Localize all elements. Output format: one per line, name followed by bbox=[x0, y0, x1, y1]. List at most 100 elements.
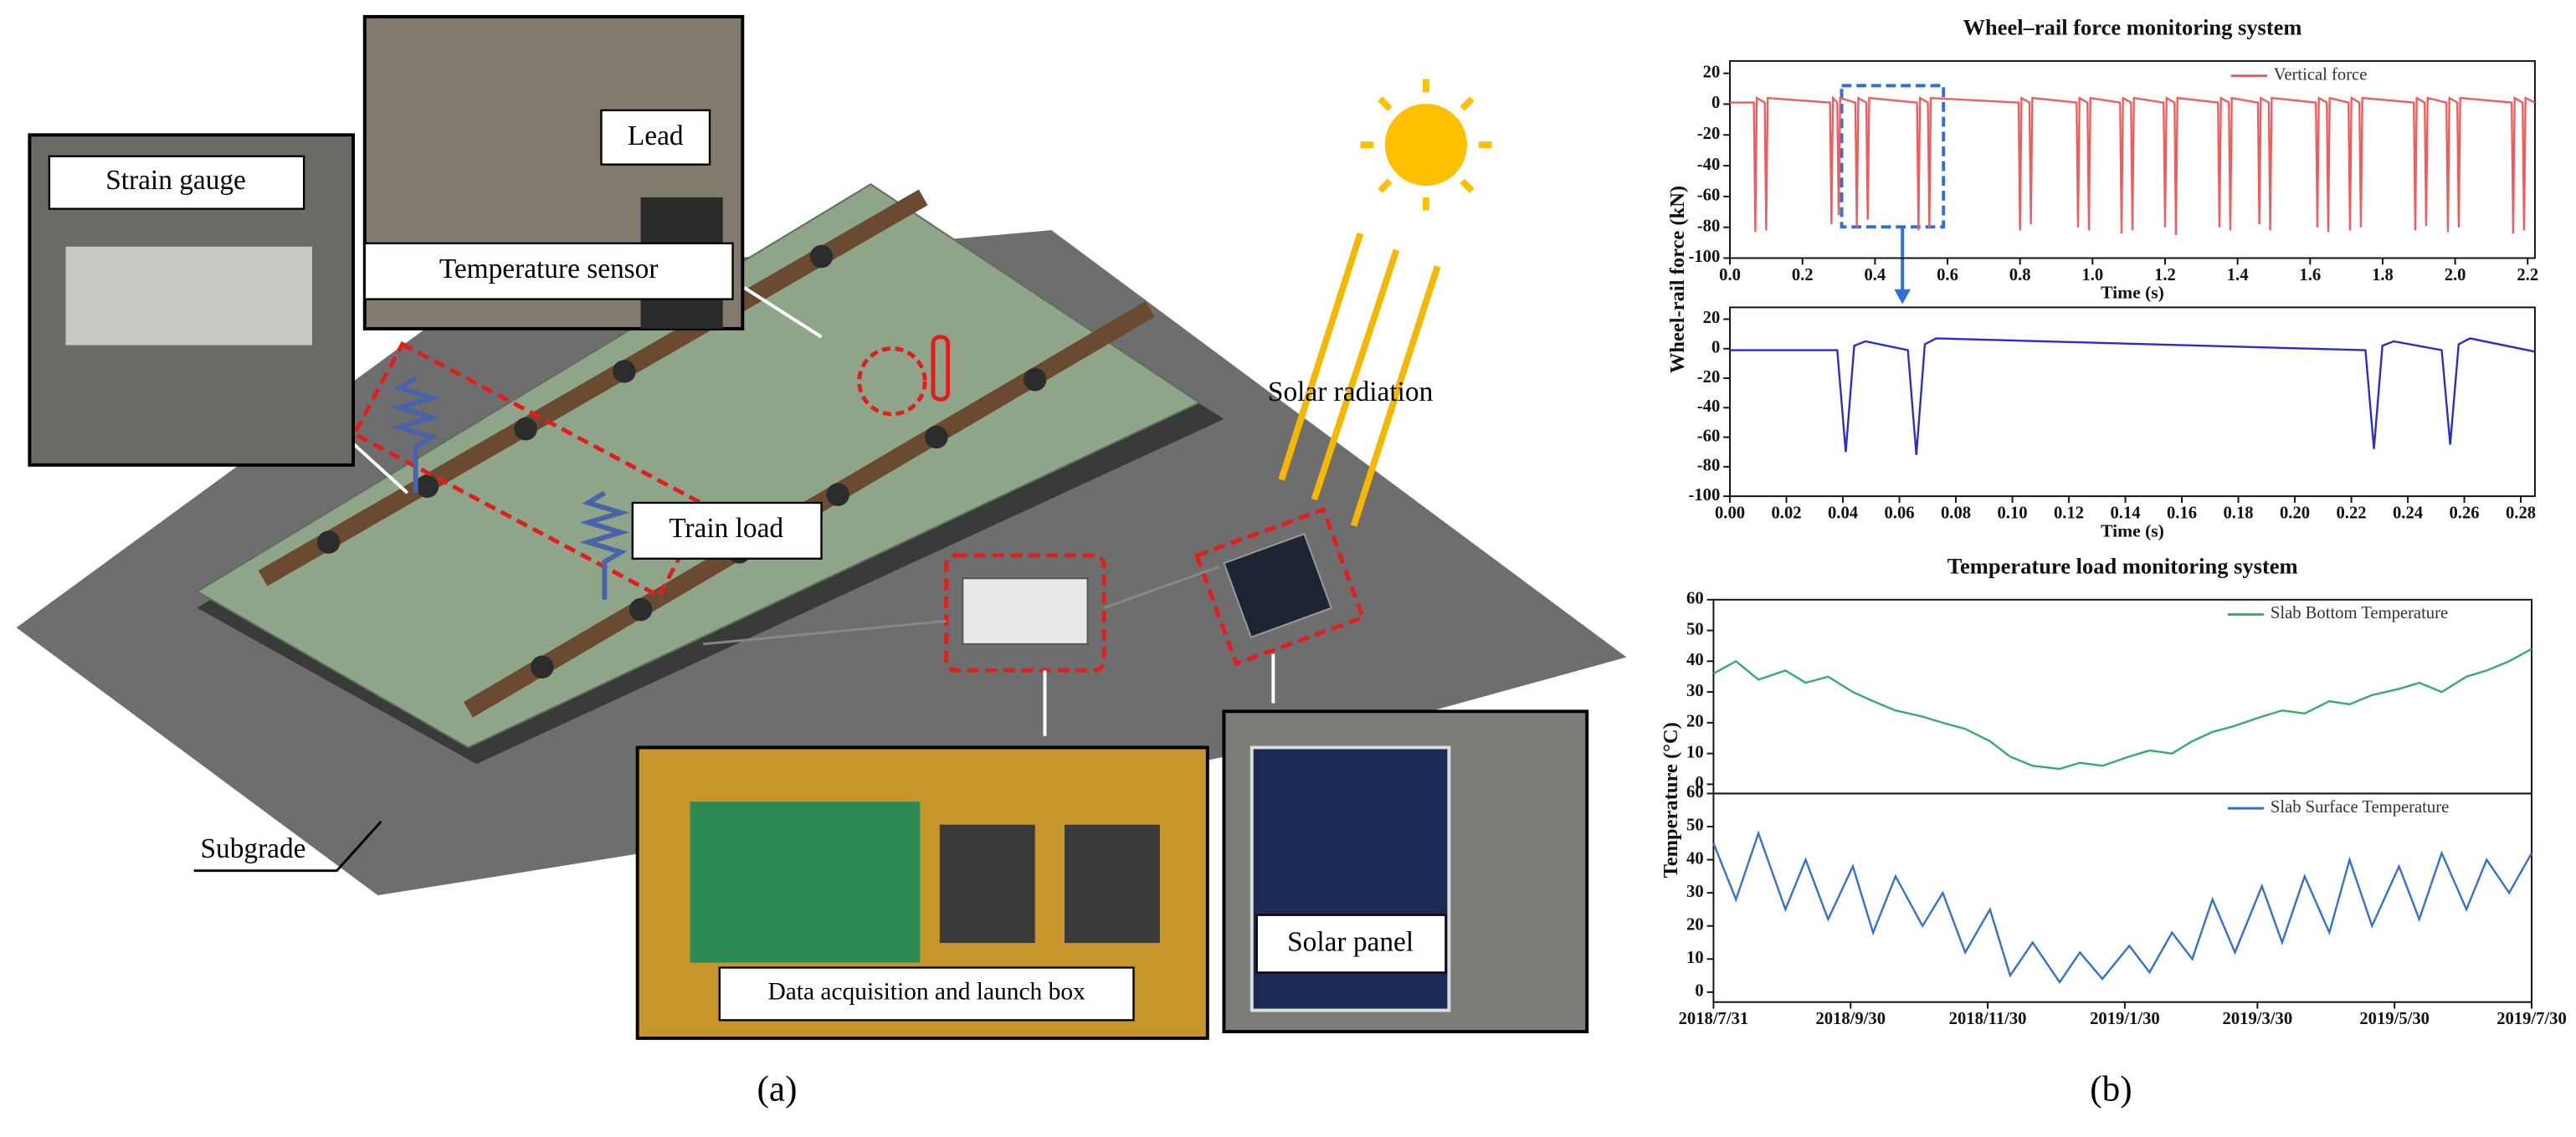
leader bbox=[193, 820, 382, 873]
y-tick-label: 0 bbox=[1711, 338, 1720, 356]
x-tick-label: 2018/7/31 bbox=[1679, 1010, 1749, 1028]
label-box bbox=[363, 242, 734, 300]
y-tick-label: -100 bbox=[1688, 248, 1720, 266]
y-tick-label: 10 bbox=[1686, 949, 1704, 967]
panel-label: (b) bbox=[2090, 1070, 2132, 1109]
plot-frame bbox=[1729, 59, 2536, 259]
x-tick-label: 0.20 bbox=[2280, 504, 2310, 522]
photo-panel bbox=[1222, 709, 1589, 1034]
x-tick-label: 2018/11/30 bbox=[1949, 1010, 2027, 1028]
y-tick-label: 50 bbox=[1686, 817, 1704, 835]
x-tick-label: 0.14 bbox=[2111, 504, 2141, 522]
x-tick-label: 2019/5/30 bbox=[2359, 1010, 2430, 1028]
label-box bbox=[631, 501, 823, 560]
highlight bbox=[352, 341, 710, 599]
x-tick-label: 1.4 bbox=[2227, 266, 2249, 284]
radiation-arrows bbox=[1278, 232, 1441, 527]
panel-label: (a) bbox=[757, 1070, 798, 1109]
sensor-mark bbox=[857, 346, 927, 417]
label-box bbox=[718, 966, 1135, 1022]
legend-label: Vertical force bbox=[2274, 65, 2368, 84]
load-springs bbox=[390, 376, 630, 600]
data-line bbox=[1712, 648, 2532, 771]
label: Subgrade bbox=[200, 833, 305, 864]
chart-title: Temperature load monitoring system bbox=[1947, 554, 2298, 579]
y-tick-label: 40 bbox=[1686, 651, 1704, 669]
x-tick-label: 1.6 bbox=[2299, 266, 2321, 284]
y-tick-label: 10 bbox=[1686, 743, 1704, 761]
zoom-box bbox=[1840, 84, 1946, 229]
x-tick-label: 0.0 bbox=[1719, 266, 1741, 284]
x-tick-label: 1.8 bbox=[2372, 266, 2394, 284]
label: Solar radiation bbox=[1268, 376, 1434, 407]
plot-frame bbox=[1712, 598, 2532, 795]
x-tick-label: 0.24 bbox=[2393, 504, 2423, 522]
x-axis-label: Time (s) bbox=[2101, 520, 2164, 540]
x-tick-label: 1.0 bbox=[2081, 266, 2103, 284]
x-tick-label: 2019/3/30 bbox=[2223, 1010, 2293, 1028]
y-tick-label: 40 bbox=[1686, 849, 1704, 868]
y-tick-label: -40 bbox=[1697, 397, 1720, 416]
thermometer-icon bbox=[931, 335, 951, 402]
y-tick-label: 20 bbox=[1686, 713, 1704, 731]
y-tick-label: -40 bbox=[1697, 156, 1720, 174]
legend-label: Slab Surface Temperature bbox=[2271, 798, 2449, 817]
x-tick-label: 2.0 bbox=[2445, 266, 2466, 284]
track-diagram: Strain gauge Lead Temperature sensor Tra… bbox=[16, 14, 1627, 1109]
y-tick-label: -80 bbox=[1697, 217, 1720, 235]
plot-frame bbox=[1729, 306, 2536, 498]
x-tick-label: 2018/9/30 bbox=[1815, 1010, 1886, 1028]
label: Data acquisition and launch box bbox=[767, 979, 1085, 1006]
x-tick-label: 0.26 bbox=[2450, 504, 2480, 522]
connectors bbox=[703, 566, 1220, 646]
x-tick-label: 0.28 bbox=[2506, 504, 2536, 522]
y-axis-label: Temperature (°C) bbox=[1660, 722, 1682, 878]
y-tick-label: -60 bbox=[1697, 427, 1720, 445]
x-tick-label: 0.8 bbox=[2009, 266, 2031, 284]
x-tick-label: 0.06 bbox=[1885, 504, 1915, 522]
highlight bbox=[1193, 506, 1366, 667]
label: Lead bbox=[628, 120, 684, 151]
x-tick-label: 0.2 bbox=[1792, 266, 1814, 284]
x-tick-label: 0.12 bbox=[2054, 504, 2084, 522]
plot-frame bbox=[1712, 792, 2532, 1003]
label-box bbox=[600, 109, 711, 166]
x-tick-label: 1.2 bbox=[2154, 266, 2176, 284]
chart-title: Wheel–rail force monitoring system bbox=[1963, 15, 2301, 40]
y-tick-label: 60 bbox=[1686, 783, 1704, 802]
y-tick-label: -20 bbox=[1697, 125, 1720, 143]
x-tick-label: 0.6 bbox=[1937, 266, 1958, 284]
y-tick-label: 20 bbox=[1703, 309, 1721, 327]
legend-label: Slab Bottom Temperature bbox=[2271, 604, 2448, 622]
y-tick-label: 30 bbox=[1686, 883, 1704, 901]
label-box bbox=[1255, 914, 1447, 974]
x-tick-label: 0.4 bbox=[1864, 266, 1886, 284]
label: Solar panel bbox=[1287, 927, 1414, 958]
y-tick-label: 0 bbox=[1695, 774, 1703, 792]
x-tick-label: 0.04 bbox=[1828, 504, 1858, 522]
y-tick-label: -100 bbox=[1688, 486, 1720, 504]
x-tick-label: 0.08 bbox=[1941, 504, 1971, 522]
x-tick-label: 0.02 bbox=[1772, 504, 1802, 522]
y-tick-label: 30 bbox=[1686, 682, 1704, 700]
pointers bbox=[352, 286, 1275, 736]
y-tick-label: 60 bbox=[1686, 590, 1704, 608]
x-tick-label: 0.00 bbox=[1715, 504, 1745, 522]
highlight bbox=[944, 553, 1106, 673]
x-tick-label: 0.16 bbox=[2167, 504, 2197, 522]
panel-icon bbox=[1223, 532, 1333, 638]
y-tick-label: 20 bbox=[1686, 915, 1704, 934]
y-tick-label: 0 bbox=[1695, 982, 1703, 1001]
y-tick-label: -80 bbox=[1697, 457, 1720, 475]
data-line bbox=[1712, 830, 2533, 985]
x-tick-label: 2019/7/30 bbox=[2496, 1010, 2567, 1028]
zoom-arrow-head bbox=[1894, 289, 1911, 305]
x-tick-label: 0.22 bbox=[2337, 504, 2367, 522]
label: Temperature sensor bbox=[439, 254, 659, 284]
box-icon bbox=[962, 577, 1089, 645]
label: Train load bbox=[669, 513, 783, 544]
data-line bbox=[1730, 95, 2536, 235]
x-axis-label: Time (s) bbox=[2101, 283, 2164, 303]
x-tick-label: 2.2 bbox=[2517, 266, 2538, 284]
